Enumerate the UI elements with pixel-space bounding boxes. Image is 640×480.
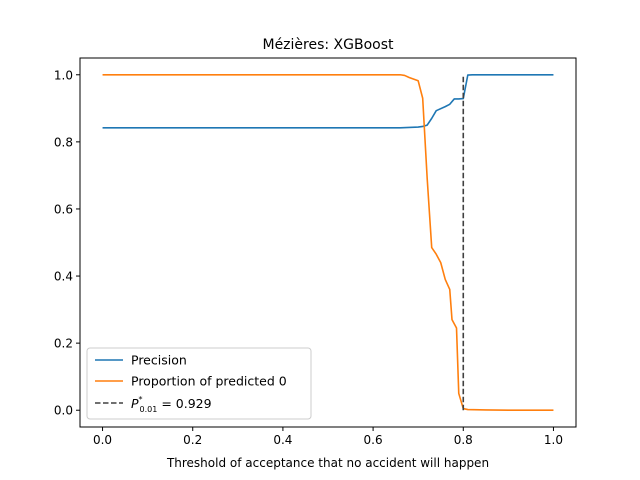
- legend-proportion-label: Proportion of predicted 0: [131, 374, 287, 389]
- x-tick-label: 0.8: [454, 433, 473, 447]
- y-tick-label: 1.0: [54, 68, 73, 82]
- legend-threshold-value: = 0.929: [157, 396, 211, 411]
- x-tick-label: 0.4: [273, 433, 292, 447]
- legend-precision-label: Precision: [131, 353, 187, 368]
- legend-frame: [86, 347, 312, 420]
- plot-area: [79, 57, 577, 428]
- x-tick-label: 0.2: [183, 433, 202, 447]
- y-tick-label: 0.2: [54, 337, 73, 351]
- legend-threshold-symbol: P: [131, 396, 139, 411]
- series-line-precision: [102, 73, 554, 129]
- legend-threshold-superscript: *: [139, 395, 143, 404]
- y-tick-label: 0.0: [54, 404, 73, 418]
- y-tick-label: 0.6: [54, 202, 73, 216]
- x-axis-label: Threshold of acceptance that no accident…: [166, 456, 489, 470]
- x-tick-label: 1.0: [544, 433, 563, 447]
- legend-threshold-subscript: 0.01: [140, 405, 158, 414]
- ticks: 0.0 0.2 0.4 0.6 0.8 1.0 0.0 0.2 0.4 0.6 0.8 1.0: [54, 68, 563, 447]
- axes-frame: [79, 57, 577, 428]
- x-tick-label: 0.0: [93, 433, 112, 447]
- chart-title: Mézières: XGBoost: [262, 37, 394, 53]
- y-tick-label: 0.8: [54, 135, 73, 149]
- y-tick-label: 0.4: [54, 270, 73, 284]
- legend: Precision Proportion of predicted 0 P* 0.…: [86, 347, 312, 420]
- x-tick-label: 0.6: [364, 433, 383, 447]
- legend-threshold-label: P* 0.01 = 0.929: [131, 395, 212, 414]
